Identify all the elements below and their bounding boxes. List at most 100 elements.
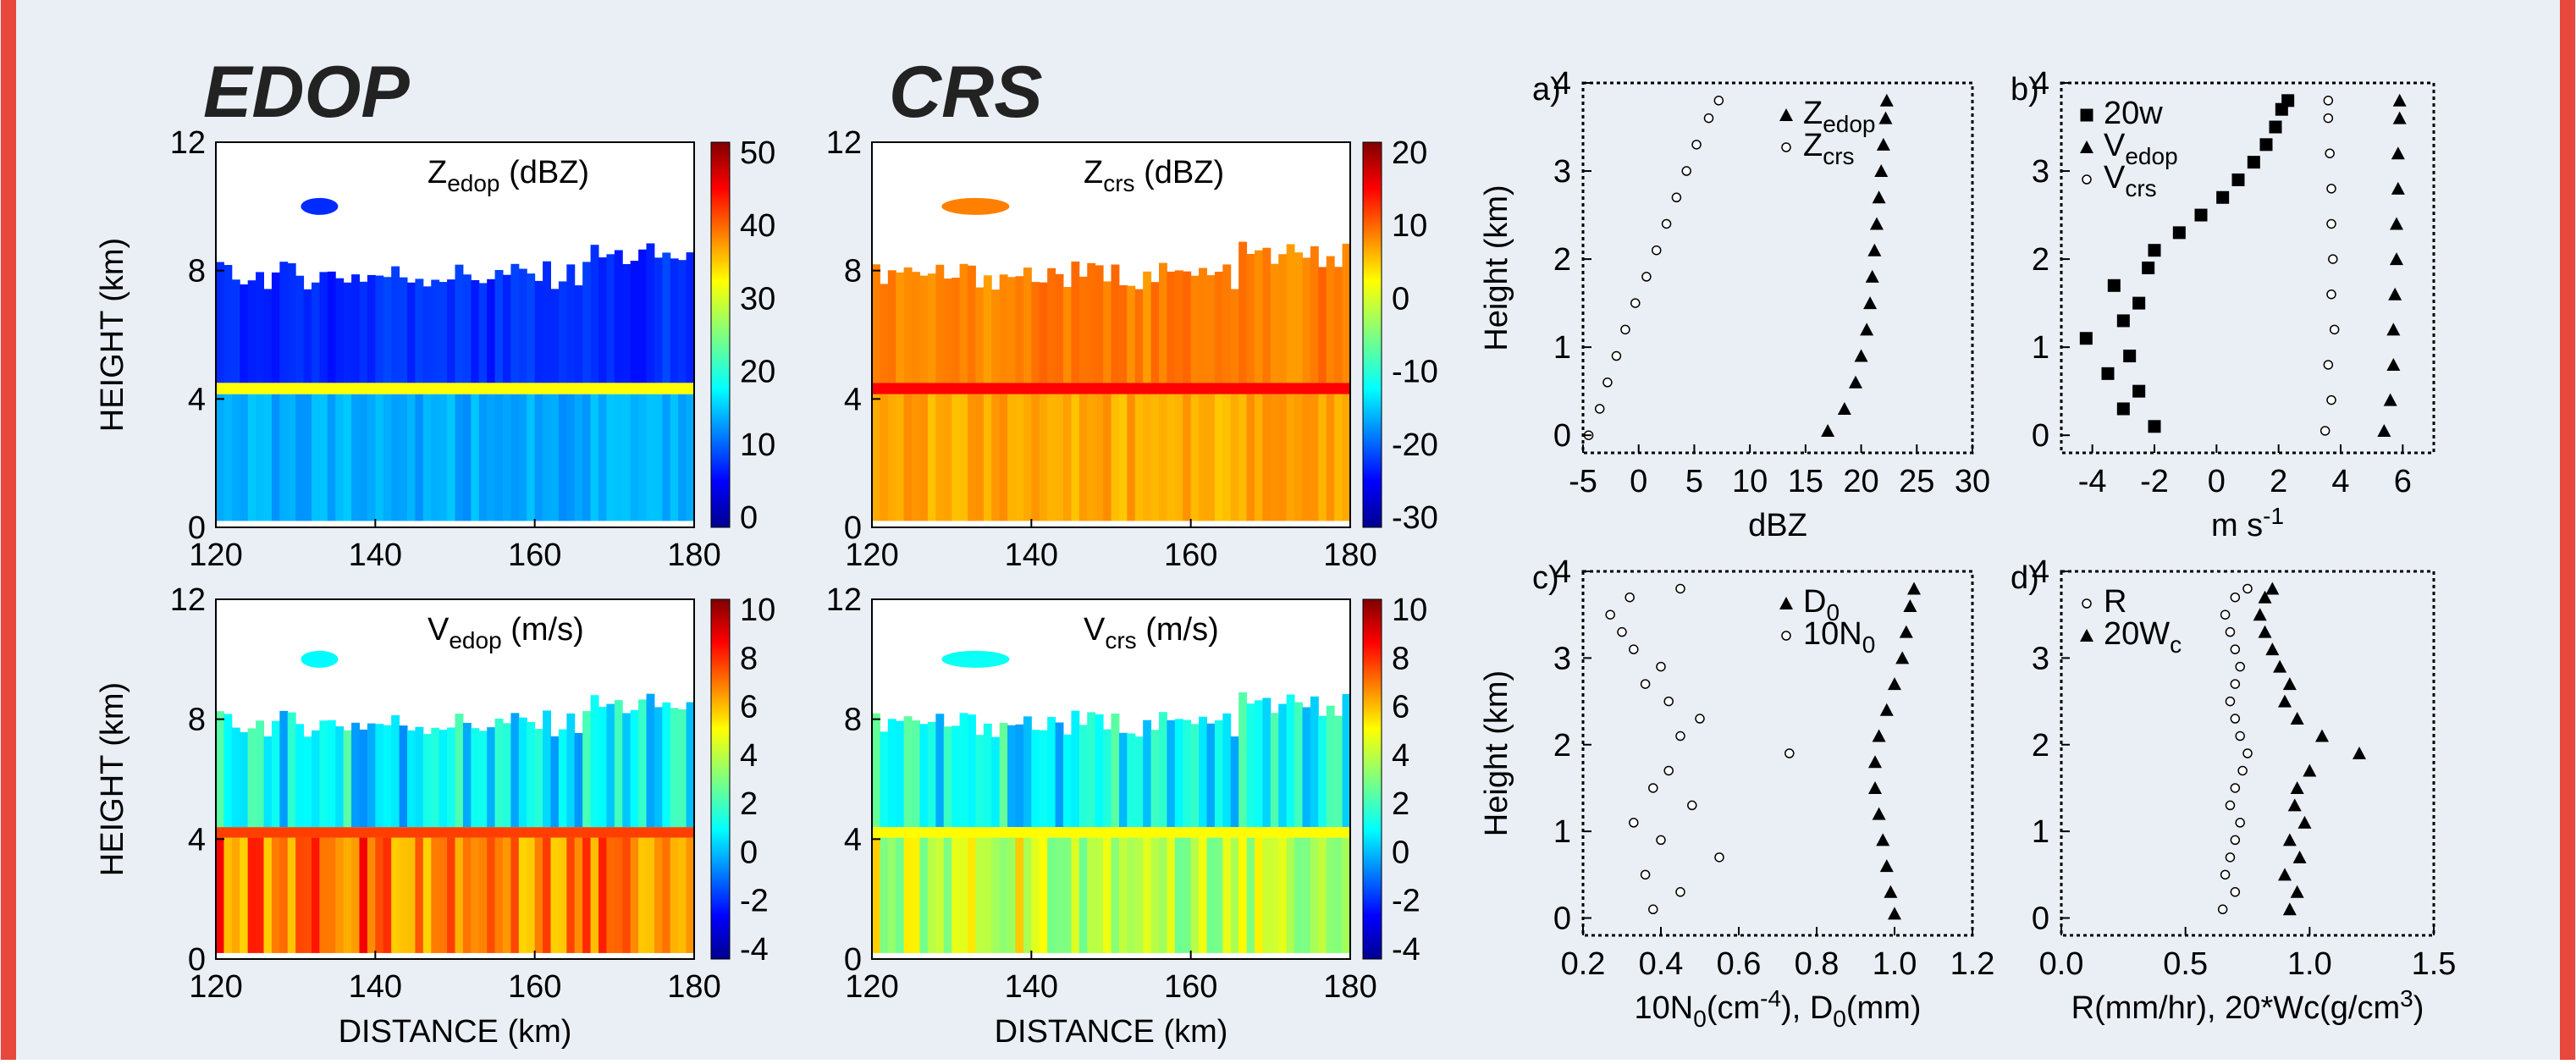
heatmap-cell <box>983 723 992 828</box>
y-tick-label: 1 <box>1553 330 1571 366</box>
heatmap-cell <box>582 262 592 383</box>
y-tick-label: 8 <box>844 703 862 738</box>
heatmap-cell <box>327 719 336 828</box>
heatmap-cell <box>447 837 455 953</box>
x-tick-label: 5 <box>1685 464 1703 499</box>
x-tick-label: 0.2 <box>1561 946 1606 982</box>
y-tick-label: 8 <box>844 254 862 289</box>
y-tick-label: 0 <box>188 942 206 978</box>
heatmap-cell <box>646 243 655 383</box>
heatmap-cell <box>1326 394 1335 521</box>
circle-marker <box>2325 148 2335 158</box>
heatmap-cell <box>1183 719 1192 828</box>
heatmap-cell <box>678 394 687 521</box>
heatmap-cell <box>303 736 312 828</box>
heatmap-cell <box>1111 264 1120 383</box>
panel-title: Zedop (dBZ) <box>427 155 589 196</box>
y-tick-label: 3 <box>2032 154 2049 190</box>
heatmap-cell <box>975 287 985 383</box>
square-marker <box>2148 420 2161 433</box>
y-tick-label: 0 <box>844 510 862 546</box>
heatmap-cell <box>1238 837 1248 953</box>
heatmap-cell <box>896 272 905 383</box>
colorbar-tick-label: 0 <box>1392 281 1409 317</box>
heatmap-cell <box>279 837 289 953</box>
heatmap-cell <box>638 699 647 828</box>
y-tick-label: 12 <box>826 582 862 618</box>
circle-marker <box>2230 887 2241 897</box>
heatmap-cell <box>487 278 496 383</box>
triangle-marker <box>2290 780 2304 794</box>
heatmap-cell <box>1039 394 1048 521</box>
circle-marker <box>1781 142 1791 152</box>
heatmap-cell <box>1071 261 1080 383</box>
heatmap-cell <box>1262 837 1271 953</box>
y-tick-label: 0 <box>1553 418 1571 454</box>
heatmap-cell <box>1334 715 1343 828</box>
heatmap-cell <box>646 394 655 521</box>
heatmap-cell <box>447 279 455 383</box>
heatmap-cell <box>654 394 663 521</box>
heatmap-cell <box>952 725 961 828</box>
heatmap-cell <box>1302 394 1311 521</box>
heatmap-cell <box>439 282 448 383</box>
circle-marker <box>1630 298 1641 308</box>
heatmap-cell <box>582 711 592 828</box>
circle-marker <box>1624 592 1635 603</box>
heatmap-cell <box>1255 394 1263 521</box>
triangle-marker <box>1879 703 1894 716</box>
heatmap-cell <box>959 713 968 828</box>
heatmap-cell <box>256 272 264 383</box>
heatmap-cell <box>471 279 480 383</box>
square-marker <box>2269 120 2282 134</box>
heatmap-cell <box>1286 837 1295 953</box>
heatmap-cell <box>646 693 655 828</box>
triangle-marker <box>1863 296 1878 310</box>
heatmap-cell <box>999 394 1008 521</box>
triangle-marker <box>2080 629 2093 642</box>
heatmap-cell <box>1087 712 1096 828</box>
x-tick-label: 0 <box>2208 464 2226 499</box>
heatmap-cell <box>1230 394 1239 521</box>
square-marker <box>2148 244 2161 257</box>
heatmap-cell <box>1246 253 1255 383</box>
heatmap-cell <box>574 837 583 953</box>
heatmap-cell <box>216 837 224 953</box>
circle-marker <box>2230 783 2241 793</box>
heatmap-cell <box>240 394 249 521</box>
legend-label: 20w <box>2104 96 2163 131</box>
legend-label: Vedop <box>2104 128 2178 169</box>
heatmap-cell <box>256 720 264 828</box>
heatmap-cell <box>1334 267 1343 383</box>
heatmap-cell <box>887 270 896 383</box>
heatmap-cell <box>518 268 527 383</box>
x-axis-label: 10N0(cm-4), D0(mm) <box>1635 985 1922 1032</box>
heatmap-cell <box>1111 837 1120 953</box>
heatmap-cell <box>614 837 623 953</box>
heatmap-cell <box>415 837 424 953</box>
heatmap-cell <box>1015 724 1024 828</box>
heatmap-cell <box>1063 837 1072 953</box>
heatmap-cell <box>670 394 679 521</box>
heatmap-cell <box>662 837 671 953</box>
triangle-marker <box>1878 111 1893 124</box>
heatmap-cell <box>256 394 264 521</box>
x-tick-label: 0.0 <box>2039 946 2084 982</box>
heatmap-cell <box>1134 394 1144 521</box>
heatmap-cell <box>1270 837 1279 953</box>
x-axis-label: dBZ <box>1748 508 1807 543</box>
heatmap-cell <box>975 837 985 953</box>
scatter-panel-d: d) 0.0 0.5 1.0 1.5 0 1 2 3 4 R(mm/hr), 20*Wc(g/cm3… <box>2011 554 2456 1026</box>
heatmap-cell <box>312 837 320 953</box>
heatmap-cell <box>527 273 536 383</box>
heatmap-cell <box>279 394 289 521</box>
x-tick-label: -5 <box>1569 464 1597 499</box>
heatmap-cell <box>1222 264 1232 383</box>
heatmap-cell <box>1214 272 1223 383</box>
heatmap-cell <box>678 260 687 383</box>
scatter-panel-a: a) -5 0 5 10 15 20 25 30 0 1 2 3 4 Height (km) dBZ Zedop… <box>1479 66 1990 543</box>
circle-marker <box>2220 609 2231 620</box>
heatmap-cell <box>383 394 392 521</box>
heatmap-cell <box>1055 394 1064 521</box>
heatmap-cell <box>606 394 615 521</box>
